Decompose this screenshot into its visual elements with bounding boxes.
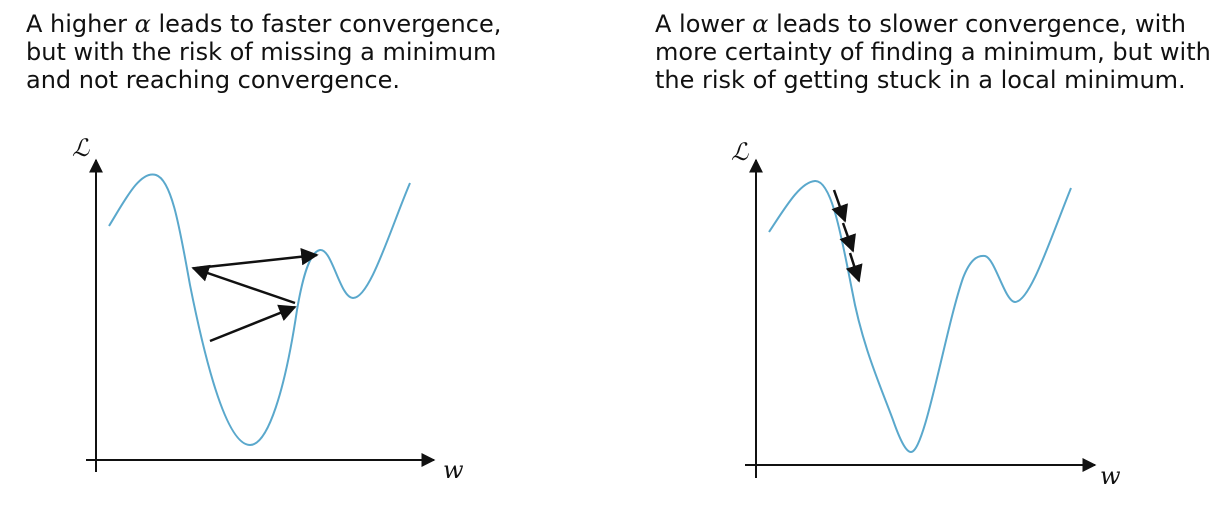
step-arrow: [209, 304, 297, 343]
left-caption-line-1-start: A higher: [26, 10, 135, 38]
y-axis-label: ℒ: [731, 138, 749, 166]
step-arrow: [839, 222, 856, 253]
loss-curve: [768, 179, 1072, 454]
step-arrow: [191, 264, 296, 305]
right-caption: A lower α leads to slower convergence, w…: [655, 10, 1211, 94]
left-caption-line: but with the risk of missing a minimum: [26, 38, 497, 66]
x-axis-label: w: [1100, 462, 1121, 490]
left-caption-line: and not reaching convergence.: [26, 66, 400, 94]
x-axis-label: w: [443, 456, 464, 484]
left-caption-line-1-end: leads to faster convergence,: [150, 10, 502, 38]
step-arrow: [845, 252, 863, 283]
loss-curve: [108, 173, 411, 447]
right-caption-line-1-end: leads to slower convergence, with: [768, 10, 1186, 38]
right-caption-line-1-start: A lower: [655, 10, 753, 38]
alpha-symbol: α: [752, 10, 769, 38]
right-caption-line: A lower α leads to slower convergence, w…: [655, 10, 1211, 38]
y-axis-label: ℒ: [72, 134, 90, 162]
right-caption-line: more certainty of finding a minimum, but…: [655, 38, 1211, 66]
left-caption: A higher α leads to faster convergence, …: [26, 10, 501, 94]
step-arrow: [831, 189, 848, 223]
step-arrow: [196, 247, 319, 270]
left-caption-line: A higher α leads to faster convergence,: [26, 10, 501, 38]
right-caption-line: the risk of getting stuck in a local min…: [655, 66, 1186, 94]
alpha-symbol: α: [134, 10, 151, 38]
